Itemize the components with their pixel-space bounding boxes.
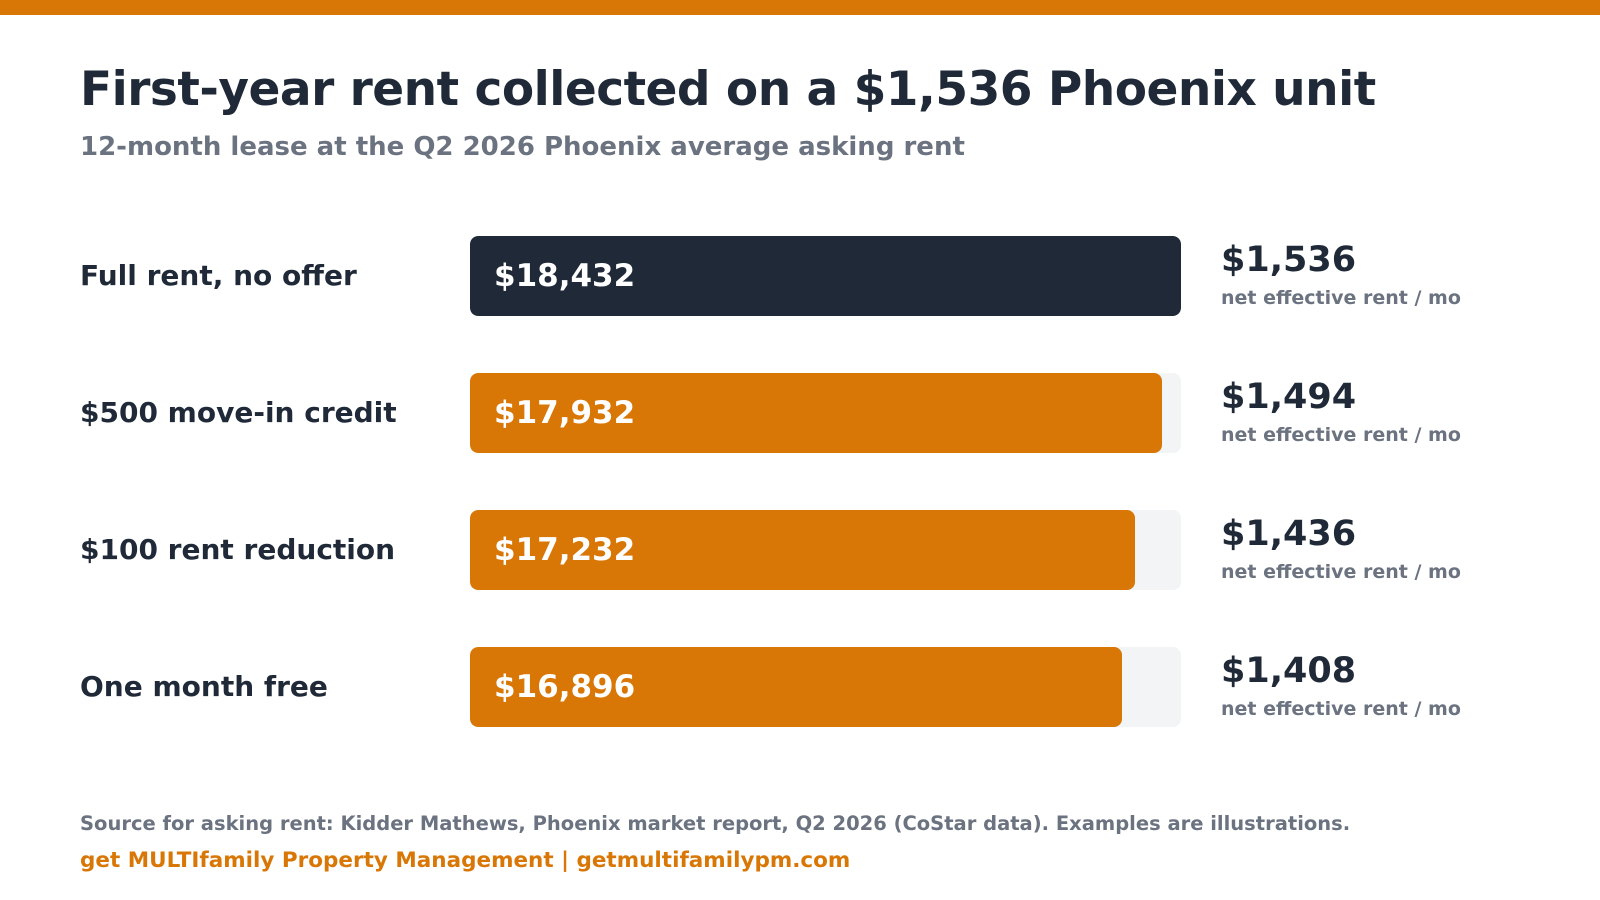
bar-value-label: $16,896 — [494, 669, 636, 705]
bar — [470, 373, 1162, 453]
bar-track: $18,432 — [470, 236, 1181, 316]
bar — [470, 510, 1135, 590]
bar-row: $100 rent reduction $17,232 $1,436 net effe… — [0, 510, 1600, 590]
source-note: Source for asking rent: Kidder Mathews, … — [80, 812, 1351, 835]
bar-row: Full rent, no offer $18,432 $1,536 net effe… — [0, 236, 1600, 316]
bar-row: $500 move-in credit $17,932 $1,494 net effe… — [0, 373, 1600, 453]
bar-track: $17,932 — [470, 373, 1181, 453]
bar-track: $17,232 — [470, 510, 1181, 590]
monthly-rent-value: $1,408 — [1221, 651, 1357, 691]
top-accent-band — [0, 0, 1600, 15]
chart-subtitle: 12-month lease at the Q2 2026 Phoenix av… — [80, 132, 965, 162]
bar-value-label: $17,932 — [494, 395, 636, 431]
category-label: One month free — [80, 670, 328, 703]
monthly-rent-note: net effective rent / mo — [1221, 424, 1461, 446]
bar-value-label: $17,232 — [494, 532, 636, 568]
monthly-rent-value: $1,494 — [1221, 377, 1357, 417]
chart-title: First-year rent collected on a $1,536 Ph… — [80, 62, 1376, 117]
monthly-rent-note: net effective rent / mo — [1221, 698, 1461, 720]
brand-line: get MULTIfamily Property Management | ge… — [80, 848, 851, 873]
monthly-rent-value: $1,436 — [1221, 514, 1357, 554]
bar-value-label: $18,432 — [494, 258, 636, 294]
bar-track: $16,896 — [470, 647, 1181, 727]
bar — [470, 236, 1181, 316]
bar — [470, 647, 1122, 727]
bar-row: One month free $16,896 $1,408 net effective… — [0, 647, 1600, 727]
category-label: $500 move-in credit — [80, 396, 397, 429]
category-label: $100 rent reduction — [80, 533, 396, 566]
monthly-rent-value: $1,536 — [1221, 240, 1357, 280]
monthly-rent-note: net effective rent / mo — [1221, 561, 1461, 583]
category-label: Full rent, no offer — [80, 259, 357, 292]
monthly-rent-note: net effective rent / mo — [1221, 287, 1461, 309]
